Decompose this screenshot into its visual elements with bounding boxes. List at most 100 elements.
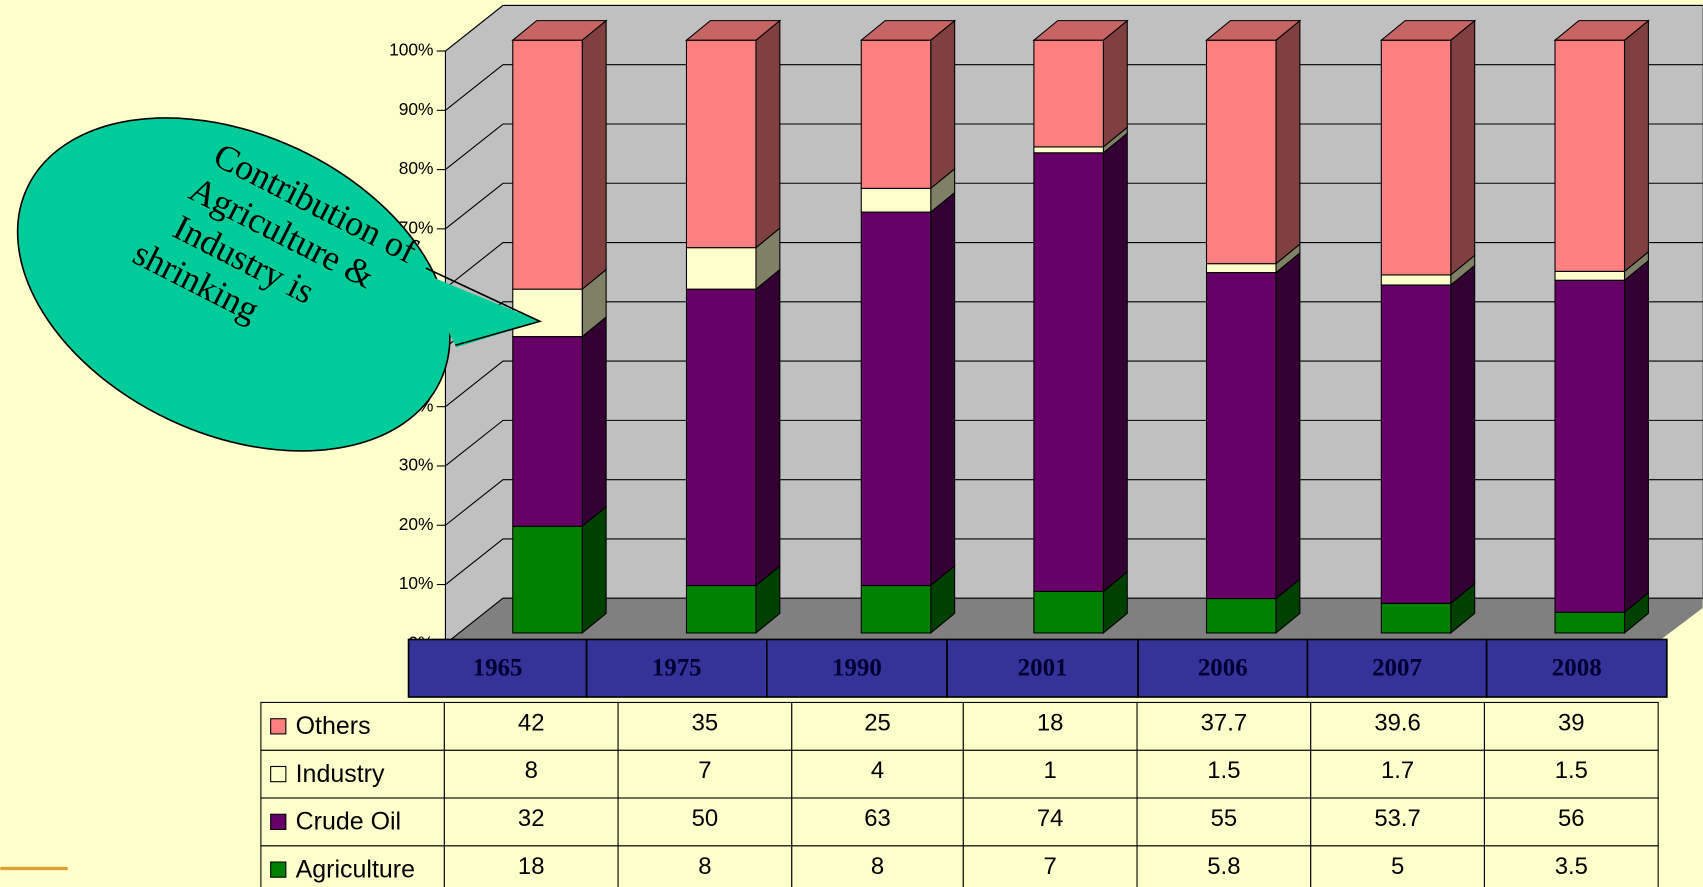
- bar-side: [1450, 264, 1476, 605]
- bar: [1205, 598, 1277, 634]
- table-cell: [1483, 749, 1659, 799]
- y-tick-label: 100%: [389, 40, 433, 60]
- table-cell: [962, 749, 1138, 799]
- bar: [860, 39, 932, 189]
- bar-side: [1623, 19, 1649, 273]
- bar: [1033, 39, 1104, 148]
- table-value: 7: [1044, 853, 1057, 880]
- table-value: 50: [692, 805, 719, 832]
- legend-label: Industry: [296, 760, 385, 788]
- bar: [1033, 152, 1104, 592]
- callout-tail-edge: [425, 267, 543, 347]
- bar-top: [684, 20, 782, 41]
- bar: [1554, 39, 1626, 272]
- y-tick-label: 90%: [399, 99, 434, 119]
- bar-side: [581, 505, 607, 635]
- header-cell: [407, 638, 588, 698]
- bar: [685, 288, 757, 587]
- bar: [512, 336, 583, 527]
- bar: [1380, 274, 1452, 286]
- table-value: 37.7: [1201, 709, 1247, 736]
- bar: [1033, 590, 1104, 634]
- x-tick-label: 1975: [652, 655, 702, 682]
- bar: [1554, 279, 1626, 613]
- bar: [685, 247, 757, 290]
- table-value: 8: [871, 853, 884, 880]
- bar: [512, 39, 583, 290]
- bar: [860, 187, 932, 213]
- table-value: 55: [1211, 805, 1238, 832]
- bar: [860, 211, 932, 587]
- grid-line: [445, 479, 1703, 526]
- table-value: 1: [1044, 757, 1057, 784]
- table-value: 3.5: [1555, 853, 1588, 880]
- callout-tail: [418, 271, 540, 348]
- table-cell: [1310, 845, 1485, 887]
- table-value: 1.5: [1207, 757, 1240, 784]
- bar-side: [1275, 19, 1301, 265]
- table-value: 8: [525, 757, 538, 784]
- grid-line: [445, 123, 1703, 171]
- bar-side: [755, 19, 781, 249]
- table-value: 39.6: [1374, 709, 1420, 736]
- grid-line: [445, 241, 1703, 289]
- table-cell: [617, 749, 793, 799]
- y-tick-label: 10%: [399, 573, 434, 593]
- bar: [685, 584, 757, 634]
- table-cell: [617, 701, 793, 751]
- bar: [685, 39, 757, 249]
- bar: [512, 525, 583, 634]
- bar-side: [930, 191, 956, 587]
- bar: [1380, 284, 1452, 604]
- table-cell: [1136, 797, 1312, 847]
- table-value: 1.7: [1381, 757, 1414, 784]
- bar-top: [1379, 20, 1477, 41]
- table-value: 32: [518, 805, 545, 832]
- legend-cell: [260, 797, 445, 847]
- x-tick-label: 1990: [832, 655, 882, 682]
- bar-side: [581, 315, 607, 528]
- bar: [1033, 146, 1104, 154]
- y-tick-label: 30%: [399, 455, 434, 475]
- header-cell: [946, 638, 1139, 698]
- x-tick-label: 2007: [1372, 655, 1422, 682]
- bar-side: [930, 19, 956, 190]
- table-cell: [443, 701, 619, 751]
- table-value: 35: [692, 709, 719, 736]
- grid-line: [445, 64, 1703, 111]
- bar-side: [1102, 132, 1128, 593]
- legend-swatch: [270, 765, 287, 783]
- bar-top: [511, 20, 608, 41]
- legend-swatch: [270, 861, 287, 878]
- table-value: 25: [864, 709, 891, 736]
- table-value: 74: [1037, 805, 1064, 832]
- table-value: 18: [518, 853, 545, 880]
- legend-label: Agriculture: [296, 855, 415, 883]
- callout-bubble: [16, 117, 451, 452]
- bar-side: [1102, 19, 1128, 149]
- table-cell: [791, 845, 964, 887]
- bar-top: [859, 20, 957, 41]
- table-cell: [1310, 797, 1485, 847]
- table-cell: [962, 701, 1138, 751]
- x-tick-label: 2008: [1552, 655, 1602, 682]
- bar: [1380, 602, 1452, 634]
- table-value: 8: [698, 853, 711, 880]
- legend-label: Crude Oil: [296, 808, 401, 836]
- grid-line: [445, 538, 1703, 585]
- table-cell: [1310, 749, 1485, 799]
- grid-line: [445, 597, 1703, 645]
- table-value: 4: [871, 757, 884, 784]
- x-tick-label: 2006: [1198, 655, 1248, 682]
- table-value: 18: [1037, 709, 1064, 736]
- bar-side: [755, 268, 781, 587]
- bar: [1205, 271, 1277, 600]
- table-value: 1.5: [1555, 757, 1588, 784]
- table-value: 7: [698, 757, 711, 784]
- grid-line: [445, 182, 1703, 230]
- x-tick-label: 2001: [1018, 655, 1068, 682]
- header-cell: [585, 638, 768, 698]
- bar: [1554, 270, 1626, 281]
- table-cell: [791, 797, 964, 847]
- grid-line: [445, 4, 1703, 52]
